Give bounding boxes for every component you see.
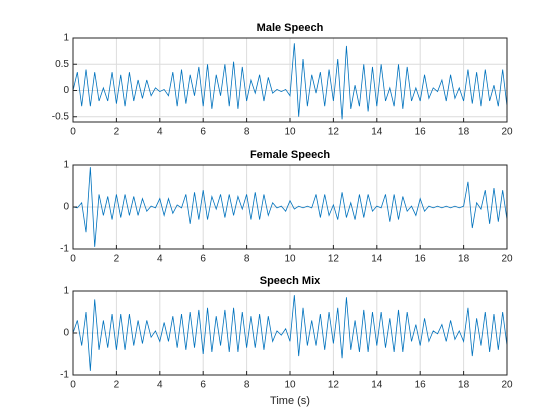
x-tick-label: 14 [371, 127, 383, 138]
plot-lines [73, 295, 507, 371]
x-tick-label: 14 [371, 380, 383, 391]
x-tick-label: 10 [284, 380, 296, 391]
x-tick-label: 16 [415, 127, 427, 138]
y-tick-label: -1 [60, 244, 69, 255]
x-tick-label: 0 [70, 254, 76, 265]
x-tick-label: 18 [458, 127, 470, 138]
x-tick-label: 8 [244, 254, 250, 265]
x-tick-label: 2 [114, 380, 120, 391]
x-tick-label: 8 [244, 380, 250, 391]
x-tick-label: 10 [284, 254, 296, 265]
x-tick-label: 4 [157, 254, 163, 265]
subplot-title: Speech Mix [260, 275, 321, 287]
x-tick-label: 20 [501, 127, 513, 138]
x-tick-label: 8 [244, 127, 250, 138]
x-tick-label: 4 [157, 380, 163, 391]
waveform [73, 43, 507, 120]
x-axis-label: Time (s) [270, 395, 310, 407]
x-tick-label: 0 [70, 380, 76, 391]
x-tick-label: 6 [200, 380, 206, 391]
y-tick-label: -0.5 [52, 111, 70, 122]
x-tick-label: 12 [328, 254, 340, 265]
x-tick-label: 18 [458, 380, 470, 391]
x-tick-label: 10 [284, 127, 296, 138]
waveform [73, 167, 507, 247]
x-tick-label: 2 [114, 254, 120, 265]
y-tick-label: 0.5 [55, 59, 69, 70]
x-tick-label: 6 [200, 254, 206, 265]
subplot-title: Female Speech [250, 149, 330, 161]
y-tick-label: 1 [63, 286, 69, 297]
y-tick-label: 0 [63, 328, 69, 339]
x-tick-label: 0 [70, 127, 76, 138]
y-tick-label: 0 [63, 202, 69, 213]
x-tick-label: 20 [501, 254, 513, 265]
x-tick-label: 16 [415, 380, 427, 391]
x-tick-label: 6 [200, 127, 206, 138]
y-tick-label: 1 [63, 33, 69, 44]
x-tick-label: 14 [371, 254, 383, 265]
subplot-title: Male Speech [257, 22, 324, 34]
plot-lines [73, 43, 507, 120]
y-tick-label: 1 [63, 160, 69, 171]
x-tick-label: 4 [157, 127, 163, 138]
x-tick-label: 20 [501, 380, 513, 391]
x-tick-label: 16 [415, 254, 427, 265]
x-tick-label: 12 [328, 380, 340, 391]
x-tick-label: 12 [328, 127, 340, 138]
plot-lines [73, 167, 507, 247]
x-tick-label: 18 [458, 254, 470, 265]
x-tick-label: 2 [114, 127, 120, 138]
y-tick-label: -1 [60, 370, 69, 381]
y-tick-label: 0 [63, 85, 69, 96]
waveform [73, 295, 507, 371]
